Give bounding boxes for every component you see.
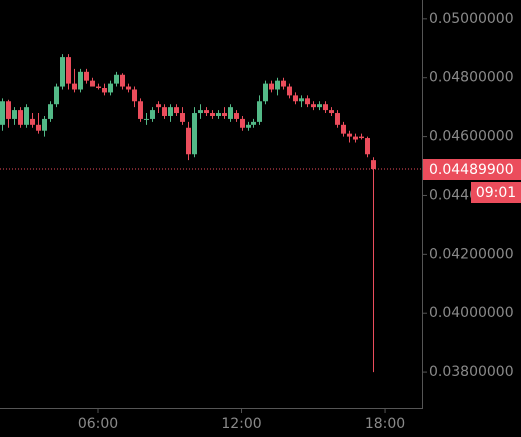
candle-body <box>42 118 47 131</box>
candle-body <box>251 121 256 125</box>
y-tick-label: 0.04600000 <box>429 129 514 145</box>
candle-body <box>359 136 364 139</box>
candle-body <box>180 113 185 122</box>
candle-body <box>234 113 239 119</box>
candle-body <box>323 104 328 111</box>
candle-body <box>96 86 101 89</box>
candle-body <box>311 104 316 108</box>
candle-body <box>192 113 197 155</box>
last-price-label: 0.04489900 <box>429 162 514 178</box>
candle-body <box>257 101 262 122</box>
candle-body <box>335 113 340 125</box>
countdown-box <box>471 181 521 203</box>
candle-body <box>275 80 280 90</box>
candle-body <box>228 107 233 119</box>
candle-body <box>186 127 191 155</box>
candle-body <box>281 80 286 87</box>
last-price-box <box>423 158 521 180</box>
candle-body <box>54 86 59 105</box>
candle-body <box>210 113 215 116</box>
candle-body <box>353 136 358 140</box>
x-tick-label: 18:00 <box>365 416 405 432</box>
candle-body <box>305 98 310 105</box>
candle-body <box>293 95 298 102</box>
candle-body <box>12 110 17 119</box>
candle-body <box>48 104 53 119</box>
candle-body <box>365 138 370 155</box>
candle-body <box>66 57 71 84</box>
candle-body <box>60 57 65 87</box>
candle-body <box>126 86 131 90</box>
candle-body <box>299 98 304 102</box>
candle-body <box>198 110 203 114</box>
y-tick-label: 0.04000000 <box>429 305 514 321</box>
countdown-label: 09:01 <box>476 185 516 201</box>
candle-body <box>156 104 161 108</box>
candle-body <box>72 83 77 90</box>
y-tick-label: 0.03800000 <box>429 364 514 380</box>
candle-body <box>114 74 119 84</box>
candle-body <box>216 113 221 116</box>
candle-body <box>138 101 143 119</box>
candle-body <box>0 101 5 125</box>
candle-body <box>269 83 274 90</box>
candle-body <box>78 71 83 90</box>
candle-body <box>204 110 209 114</box>
candle-body <box>222 113 227 116</box>
y-tick-label: 0.04200000 <box>429 246 514 262</box>
candle-body <box>371 160 376 169</box>
candle-body <box>132 89 137 102</box>
candle-body <box>120 74 125 87</box>
candle-body <box>84 71 89 81</box>
candle-body <box>6 101 11 119</box>
candle-body <box>174 107 179 114</box>
candle-body <box>341 124 346 134</box>
candle-body <box>30 118 35 125</box>
candle-body <box>162 107 167 116</box>
x-tick-label: 06:00 <box>78 416 118 432</box>
candle-body <box>168 107 173 116</box>
candle-body <box>150 110 155 119</box>
x-tick-label: 12:00 <box>221 416 261 432</box>
candle-body <box>90 80 95 87</box>
candle-body <box>102 88 107 93</box>
y-tick-label: 0.05000000 <box>429 11 514 27</box>
y-tick-label: 0.04800000 <box>429 70 514 86</box>
candle-body <box>36 124 41 131</box>
candle-body <box>263 83 268 102</box>
candle-body <box>329 110 334 114</box>
candle-body <box>317 104 322 108</box>
candle-body <box>144 118 149 120</box>
candle-body <box>347 133 352 137</box>
candle-body <box>240 118 245 128</box>
candle-body <box>108 83 113 93</box>
candle-body <box>18 110 23 125</box>
candle-body <box>24 107 29 125</box>
candle-body <box>287 86 292 96</box>
candle-body <box>246 124 251 128</box>
